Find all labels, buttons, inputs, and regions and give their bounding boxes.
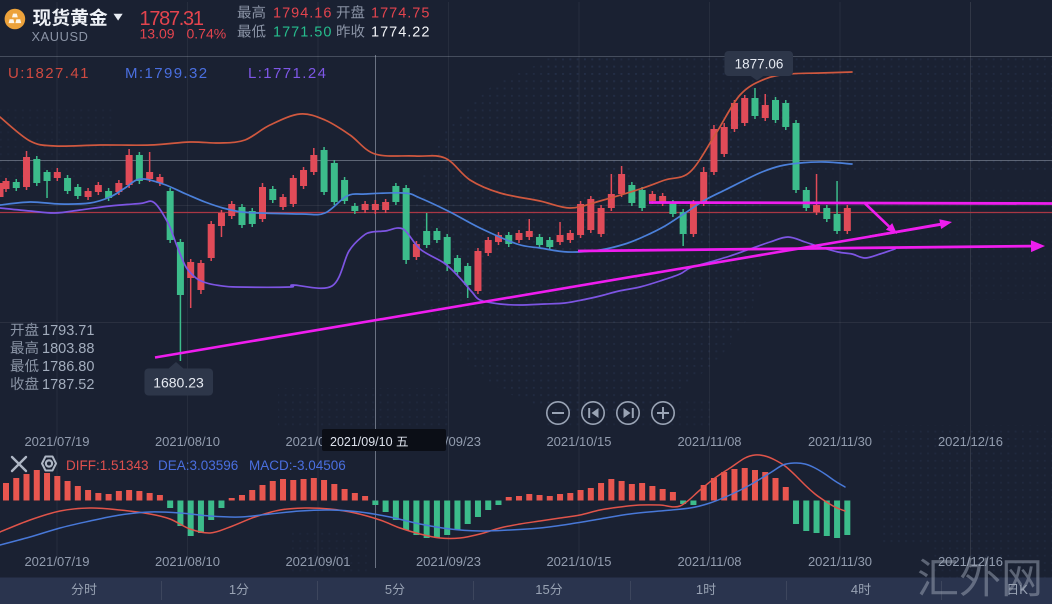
svg-text:DEA:3.03596: DEA:3.03596: [158, 458, 238, 473]
svg-text:1803.88: 1803.88: [42, 341, 94, 357]
svg-text:2021/09/01: 2021/09/01: [285, 554, 350, 569]
svg-text:1771.50: 1771.50: [273, 25, 332, 41]
svg-text:2021/11/08: 2021/11/08: [677, 434, 741, 449]
svg-text:2021/10/15: 2021/10/15: [546, 434, 611, 449]
svg-text:2021/07/19: 2021/07/19: [24, 434, 89, 449]
svg-text:1: 1: [696, 582, 703, 597]
svg-text:L:1771.24: L:1771.24: [248, 65, 327, 82]
svg-text:5: 5: [385, 582, 392, 597]
svg-text:M:1799.32: M:1799.32: [125, 65, 208, 82]
svg-text:DIFF:1.51343: DIFF:1.51343: [66, 458, 149, 473]
svg-text:XAUUSD: XAUUSD: [32, 29, 89, 44]
svg-text:1774.75: 1774.75: [371, 6, 430, 22]
svg-text:1787.52: 1787.52: [42, 377, 94, 393]
svg-text:0.74%: 0.74%: [187, 26, 227, 42]
svg-text:2021/09/23: 2021/09/23: [416, 554, 481, 569]
svg-text:1877.06: 1877.06: [735, 57, 784, 72]
svg-text:13.09: 13.09: [140, 26, 175, 42]
svg-text:1774.22: 1774.22: [371, 25, 430, 41]
svg-text:1680.23: 1680.23: [153, 375, 204, 391]
svg-text:2021/07/19: 2021/07/19: [24, 554, 89, 569]
svg-text:U:1827.41: U:1827.41: [8, 65, 90, 82]
svg-text:1: 1: [229, 582, 236, 597]
svg-text:2021/11/30: 2021/11/30: [808, 554, 872, 569]
svg-text:2021/11/30: 2021/11/30: [808, 434, 872, 449]
svg-text:1793.71: 1793.71: [42, 323, 94, 339]
svg-text:2021/08/10: 2021/08/10: [155, 554, 220, 569]
svg-text:2021/08/10: 2021/08/10: [155, 434, 220, 449]
svg-text:2021/12/16: 2021/12/16: [938, 434, 1003, 449]
svg-text:2021/11/08: 2021/11/08: [677, 554, 741, 569]
svg-text:4: 4: [851, 582, 858, 597]
svg-text:1794.16: 1794.16: [273, 6, 332, 22]
svg-text:1787.31: 1787.31: [140, 8, 204, 30]
svg-text:MACD:-3.04506: MACD:-3.04506: [249, 458, 346, 473]
svg-text:1786.80: 1786.80: [42, 359, 94, 375]
svg-text:2021/09/10: 2021/09/10: [330, 435, 393, 449]
svg-text:5: 5: [543, 582, 550, 597]
svg-text:1: 1: [535, 582, 542, 597]
svg-text:2021/10/15: 2021/10/15: [546, 554, 611, 569]
